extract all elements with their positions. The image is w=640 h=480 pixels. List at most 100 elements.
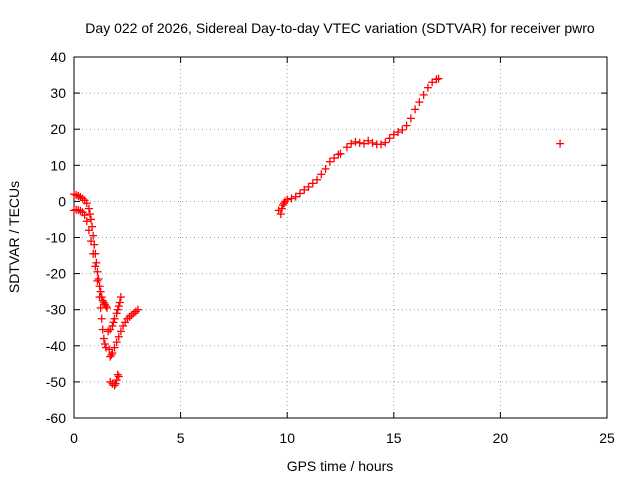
data-point <box>308 179 317 188</box>
data-point <box>121 318 130 327</box>
data-point <box>359 139 368 148</box>
y-tick-label: 10 <box>50 157 66 173</box>
data-point <box>116 293 125 302</box>
data-point <box>304 182 313 191</box>
y-tick-label: 0 <box>58 193 66 209</box>
data-point <box>119 321 128 330</box>
data-point <box>115 298 124 307</box>
data-point <box>556 139 565 148</box>
data-point <box>108 349 117 358</box>
data-point <box>82 217 91 226</box>
data-point <box>106 352 115 361</box>
data-point <box>112 376 121 385</box>
data-point <box>93 267 102 276</box>
data-point <box>89 249 98 258</box>
data-point <box>89 231 98 240</box>
data-point <box>381 138 390 147</box>
data-point <box>317 170 326 179</box>
data-points <box>70 74 565 390</box>
y-tick-label: -50 <box>46 374 66 390</box>
data-point <box>110 381 119 390</box>
x-tick-label: 20 <box>493 430 509 446</box>
y-tick-label: 30 <box>50 85 66 101</box>
grid-lines <box>74 57 607 418</box>
data-point <box>87 237 96 246</box>
data-point <box>96 287 105 296</box>
data-point <box>95 293 104 302</box>
data-point <box>113 370 122 379</box>
data-point <box>277 204 286 213</box>
plot-frame <box>73 56 608 419</box>
data-point <box>325 157 334 166</box>
data-point <box>87 215 96 224</box>
y-tick-label: -20 <box>46 266 66 282</box>
data-point <box>94 275 103 284</box>
data-point <box>108 321 117 330</box>
chart-title: Day 022 of 2026, Sidereal Day-to-day VTE… <box>85 20 595 36</box>
x-axis-ticks: 0 5 10 15 20 25 <box>70 57 615 446</box>
data-point <box>287 194 296 203</box>
data-point <box>330 154 339 163</box>
data-point <box>334 150 343 159</box>
data-point <box>76 206 85 215</box>
x-tick-label: 10 <box>279 430 295 446</box>
data-point <box>100 300 109 309</box>
data-point <box>101 302 110 311</box>
data-point <box>113 305 122 314</box>
data-point <box>133 305 142 314</box>
data-point <box>295 189 304 198</box>
data-point <box>131 307 140 316</box>
data-point <box>351 137 360 146</box>
y-tick-label: 40 <box>50 49 66 65</box>
data-point <box>82 199 91 208</box>
data-point <box>93 276 102 285</box>
data-point <box>97 314 106 323</box>
data-point <box>300 185 309 194</box>
data-point <box>111 379 120 388</box>
data-point <box>98 325 107 334</box>
data-point <box>377 140 386 149</box>
data-point <box>428 78 437 87</box>
y-tick-label: 20 <box>50 121 66 137</box>
data-point <box>104 327 113 336</box>
data-point <box>112 309 121 318</box>
data-point <box>91 262 100 271</box>
data-point <box>278 201 287 210</box>
data-point <box>385 134 394 143</box>
data-point <box>114 372 123 381</box>
data-point <box>411 105 420 114</box>
x-tick-label: 15 <box>386 430 402 446</box>
data-point <box>110 314 119 323</box>
data-point <box>100 339 109 348</box>
x-tick-label: 0 <box>70 430 78 446</box>
data-point <box>123 314 132 323</box>
x-axis-label: GPS time / hours <box>287 458 394 474</box>
y-tick-label: -10 <box>46 230 66 246</box>
y-axis-ticks: -60 -50 -40 -30 -20 -10 0 10 20 30 40 <box>46 49 607 426</box>
y-tick-label: -30 <box>46 302 66 318</box>
data-point <box>114 332 123 341</box>
data-point <box>80 211 89 220</box>
data-point <box>96 303 105 312</box>
data-point <box>283 195 292 204</box>
data-point <box>434 74 443 83</box>
data-point <box>109 318 118 327</box>
data-point <box>394 128 403 137</box>
data-point <box>114 302 123 311</box>
data-point <box>291 192 300 201</box>
data-point <box>347 139 356 148</box>
data-point <box>368 138 377 147</box>
y-tick-label: -60 <box>46 410 66 426</box>
y-axis-label: SDTVAR / TECUs <box>6 181 22 293</box>
data-point <box>127 311 136 320</box>
data-point <box>389 130 398 139</box>
data-point <box>402 121 411 130</box>
data-point <box>423 83 432 92</box>
data-point <box>84 204 93 213</box>
data-point <box>415 98 424 107</box>
y-tick-label: -40 <box>46 338 66 354</box>
data-point <box>107 350 116 359</box>
data-point <box>101 343 110 352</box>
data-point <box>321 164 330 173</box>
